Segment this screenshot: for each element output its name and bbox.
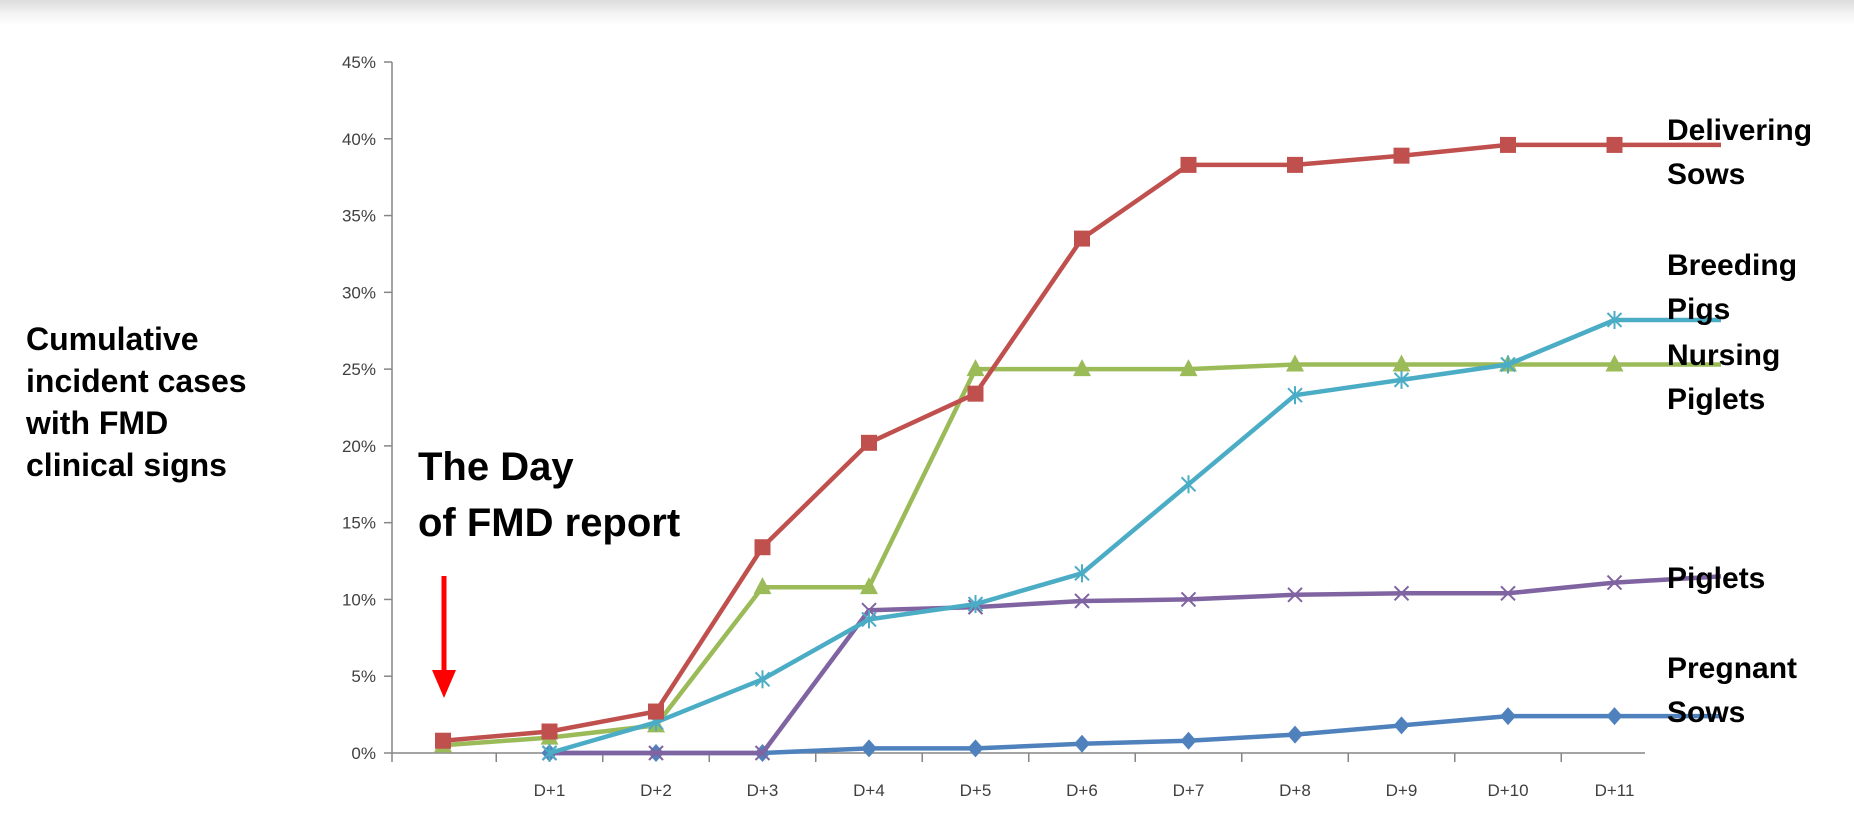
delivering-sows-point bbox=[1180, 156, 1197, 173]
breeding-pigs-point bbox=[1606, 310, 1623, 329]
pregnant-sows-point bbox=[1180, 731, 1197, 750]
fmd-report-annotation: The Day of FMD report bbox=[418, 445, 680, 698]
delivering-sows-point bbox=[1287, 156, 1303, 173]
piglets-point bbox=[1500, 585, 1516, 602]
breeding-pigs-point bbox=[754, 670, 771, 689]
y-axis-label-line: clinical signs bbox=[26, 447, 227, 483]
x-tick-label: D+7 bbox=[1173, 781, 1205, 800]
x-tick-label: D+11 bbox=[1595, 781, 1635, 800]
delivering-sows-point bbox=[754, 539, 771, 556]
nursing-piglets-point bbox=[966, 359, 985, 377]
breeding-pigs-point bbox=[967, 595, 984, 614]
delivering-sows-point bbox=[1500, 136, 1516, 153]
pregnant-sows-label: Sows bbox=[1667, 696, 1745, 729]
pregnant-sows-point bbox=[1074, 734, 1090, 753]
chart-series bbox=[434, 136, 1722, 762]
y-tick-label: 30% bbox=[342, 283, 376, 302]
delivering-sows-point bbox=[541, 723, 558, 740]
piglets-point bbox=[1606, 574, 1623, 591]
nursing-piglets-point bbox=[1073, 359, 1091, 377]
annotation-text-line: The Day bbox=[418, 445, 574, 489]
breeding-pigs-label: Breeding bbox=[1667, 249, 1797, 282]
pregnant-sows-point bbox=[1500, 707, 1516, 726]
x-tick-label: D+10 bbox=[1487, 781, 1528, 800]
series-labels: Delivering Sows Breeding Pigs Nursing Piglets… bbox=[1667, 114, 1812, 729]
y-tick-label: 5% bbox=[351, 667, 376, 686]
piglets-point bbox=[1180, 591, 1197, 608]
y-axis-label: Cumulative incident cases with FMD clinical… bbox=[25, 321, 247, 483]
nursing-piglets-label: Nursing bbox=[1667, 339, 1780, 372]
breeding-pigs-point bbox=[1500, 355, 1516, 374]
x-tick-label: D+5 bbox=[960, 781, 992, 800]
delivering-sows-point bbox=[861, 434, 877, 451]
delivering-sows-point bbox=[435, 732, 451, 749]
y-axis-label-line: with FMD bbox=[25, 405, 168, 441]
delivering-sows-point bbox=[1074, 230, 1090, 247]
piglets-label: Piglets bbox=[1667, 562, 1765, 595]
pregnant-sows-point bbox=[1287, 725, 1303, 744]
breeding-pigs-point bbox=[861, 610, 877, 629]
y-tick-label: 15% bbox=[342, 514, 376, 533]
report-arrow-head bbox=[432, 670, 456, 698]
x-tick-label: D+6 bbox=[1066, 781, 1098, 800]
breeding-pigs-point bbox=[1393, 370, 1410, 389]
x-tick-label: D+1 bbox=[534, 781, 566, 800]
series-piglets bbox=[541, 574, 1722, 761]
y-tick-label: 35% bbox=[342, 207, 376, 226]
nursing-piglets-point bbox=[860, 577, 878, 595]
breeding-pigs-line bbox=[548, 317, 1721, 756]
piglets-line bbox=[549, 574, 1722, 756]
y-tick-label: 20% bbox=[342, 437, 376, 456]
nursing-piglets-point bbox=[1286, 354, 1304, 372]
pregnant-sows-point bbox=[1606, 707, 1623, 726]
series-delivering-sows bbox=[435, 136, 1721, 749]
piglets-point bbox=[1074, 593, 1090, 609]
y-axis-label-line: Cumulative bbox=[26, 321, 198, 357]
breeding-pigs-point bbox=[541, 744, 558, 762]
delivering-sows-point bbox=[1606, 136, 1623, 153]
pregnant-sows-point bbox=[861, 739, 877, 758]
series-breeding-pigs bbox=[541, 310, 1721, 762]
y-tick-label: 25% bbox=[342, 360, 376, 379]
y-axis-label-line: incident cases bbox=[26, 363, 247, 399]
x-tick-label: D+9 bbox=[1386, 781, 1418, 800]
nursing-piglets-label: Piglets bbox=[1667, 383, 1765, 416]
piglets-point bbox=[1287, 587, 1303, 603]
pregnant-sows-point bbox=[1393, 716, 1410, 735]
annotation-text-line: of FMD report bbox=[418, 501, 680, 545]
piglets-point bbox=[648, 745, 664, 761]
breeding-pigs-label: Pigs bbox=[1667, 293, 1730, 326]
piglets-point bbox=[754, 745, 771, 761]
piglets-point bbox=[1393, 585, 1410, 602]
nursing-piglets-point bbox=[753, 577, 772, 595]
breeding-pigs-point bbox=[1287, 386, 1303, 405]
nursing-piglets-line bbox=[442, 362, 1721, 748]
breeding-pigs-point bbox=[1180, 475, 1197, 494]
x-tick-label: D+3 bbox=[747, 781, 779, 800]
nursing-piglets-point bbox=[1392, 354, 1411, 372]
delivering-sows-point bbox=[967, 385, 984, 402]
breeding-pigs-point bbox=[1074, 564, 1090, 583]
y-tick-label: 40% bbox=[342, 130, 376, 149]
delivering-sows-label: Sows bbox=[1667, 158, 1745, 191]
nursing-piglets-point bbox=[1605, 354, 1624, 372]
y-tick-label: 10% bbox=[342, 590, 376, 609]
delivering-sows-label: Delivering bbox=[1667, 114, 1812, 147]
y-tick-label: 45% bbox=[342, 53, 376, 72]
pregnant-sows-label: Pregnant bbox=[1667, 652, 1797, 685]
pregnant-sows-line bbox=[549, 713, 1721, 756]
y-tick-label: 0% bbox=[351, 744, 376, 763]
chart-axes: 0% 5% 10% 15% 20% 25% 30% 35% 40% 45% D+1 D+2 D+3 D+4… bbox=[342, 53, 1645, 800]
pregnant-sows-point bbox=[967, 739, 984, 758]
x-tick-label: D+8 bbox=[1279, 781, 1311, 800]
nursing-piglets-point bbox=[1179, 359, 1198, 377]
x-tick-label: D+2 bbox=[640, 781, 672, 800]
delivering-sows-point bbox=[648, 703, 664, 720]
delivering-sows-point bbox=[1393, 147, 1410, 164]
series-nursing-piglets bbox=[434, 354, 1721, 753]
x-tick-label: D+4 bbox=[853, 781, 885, 800]
